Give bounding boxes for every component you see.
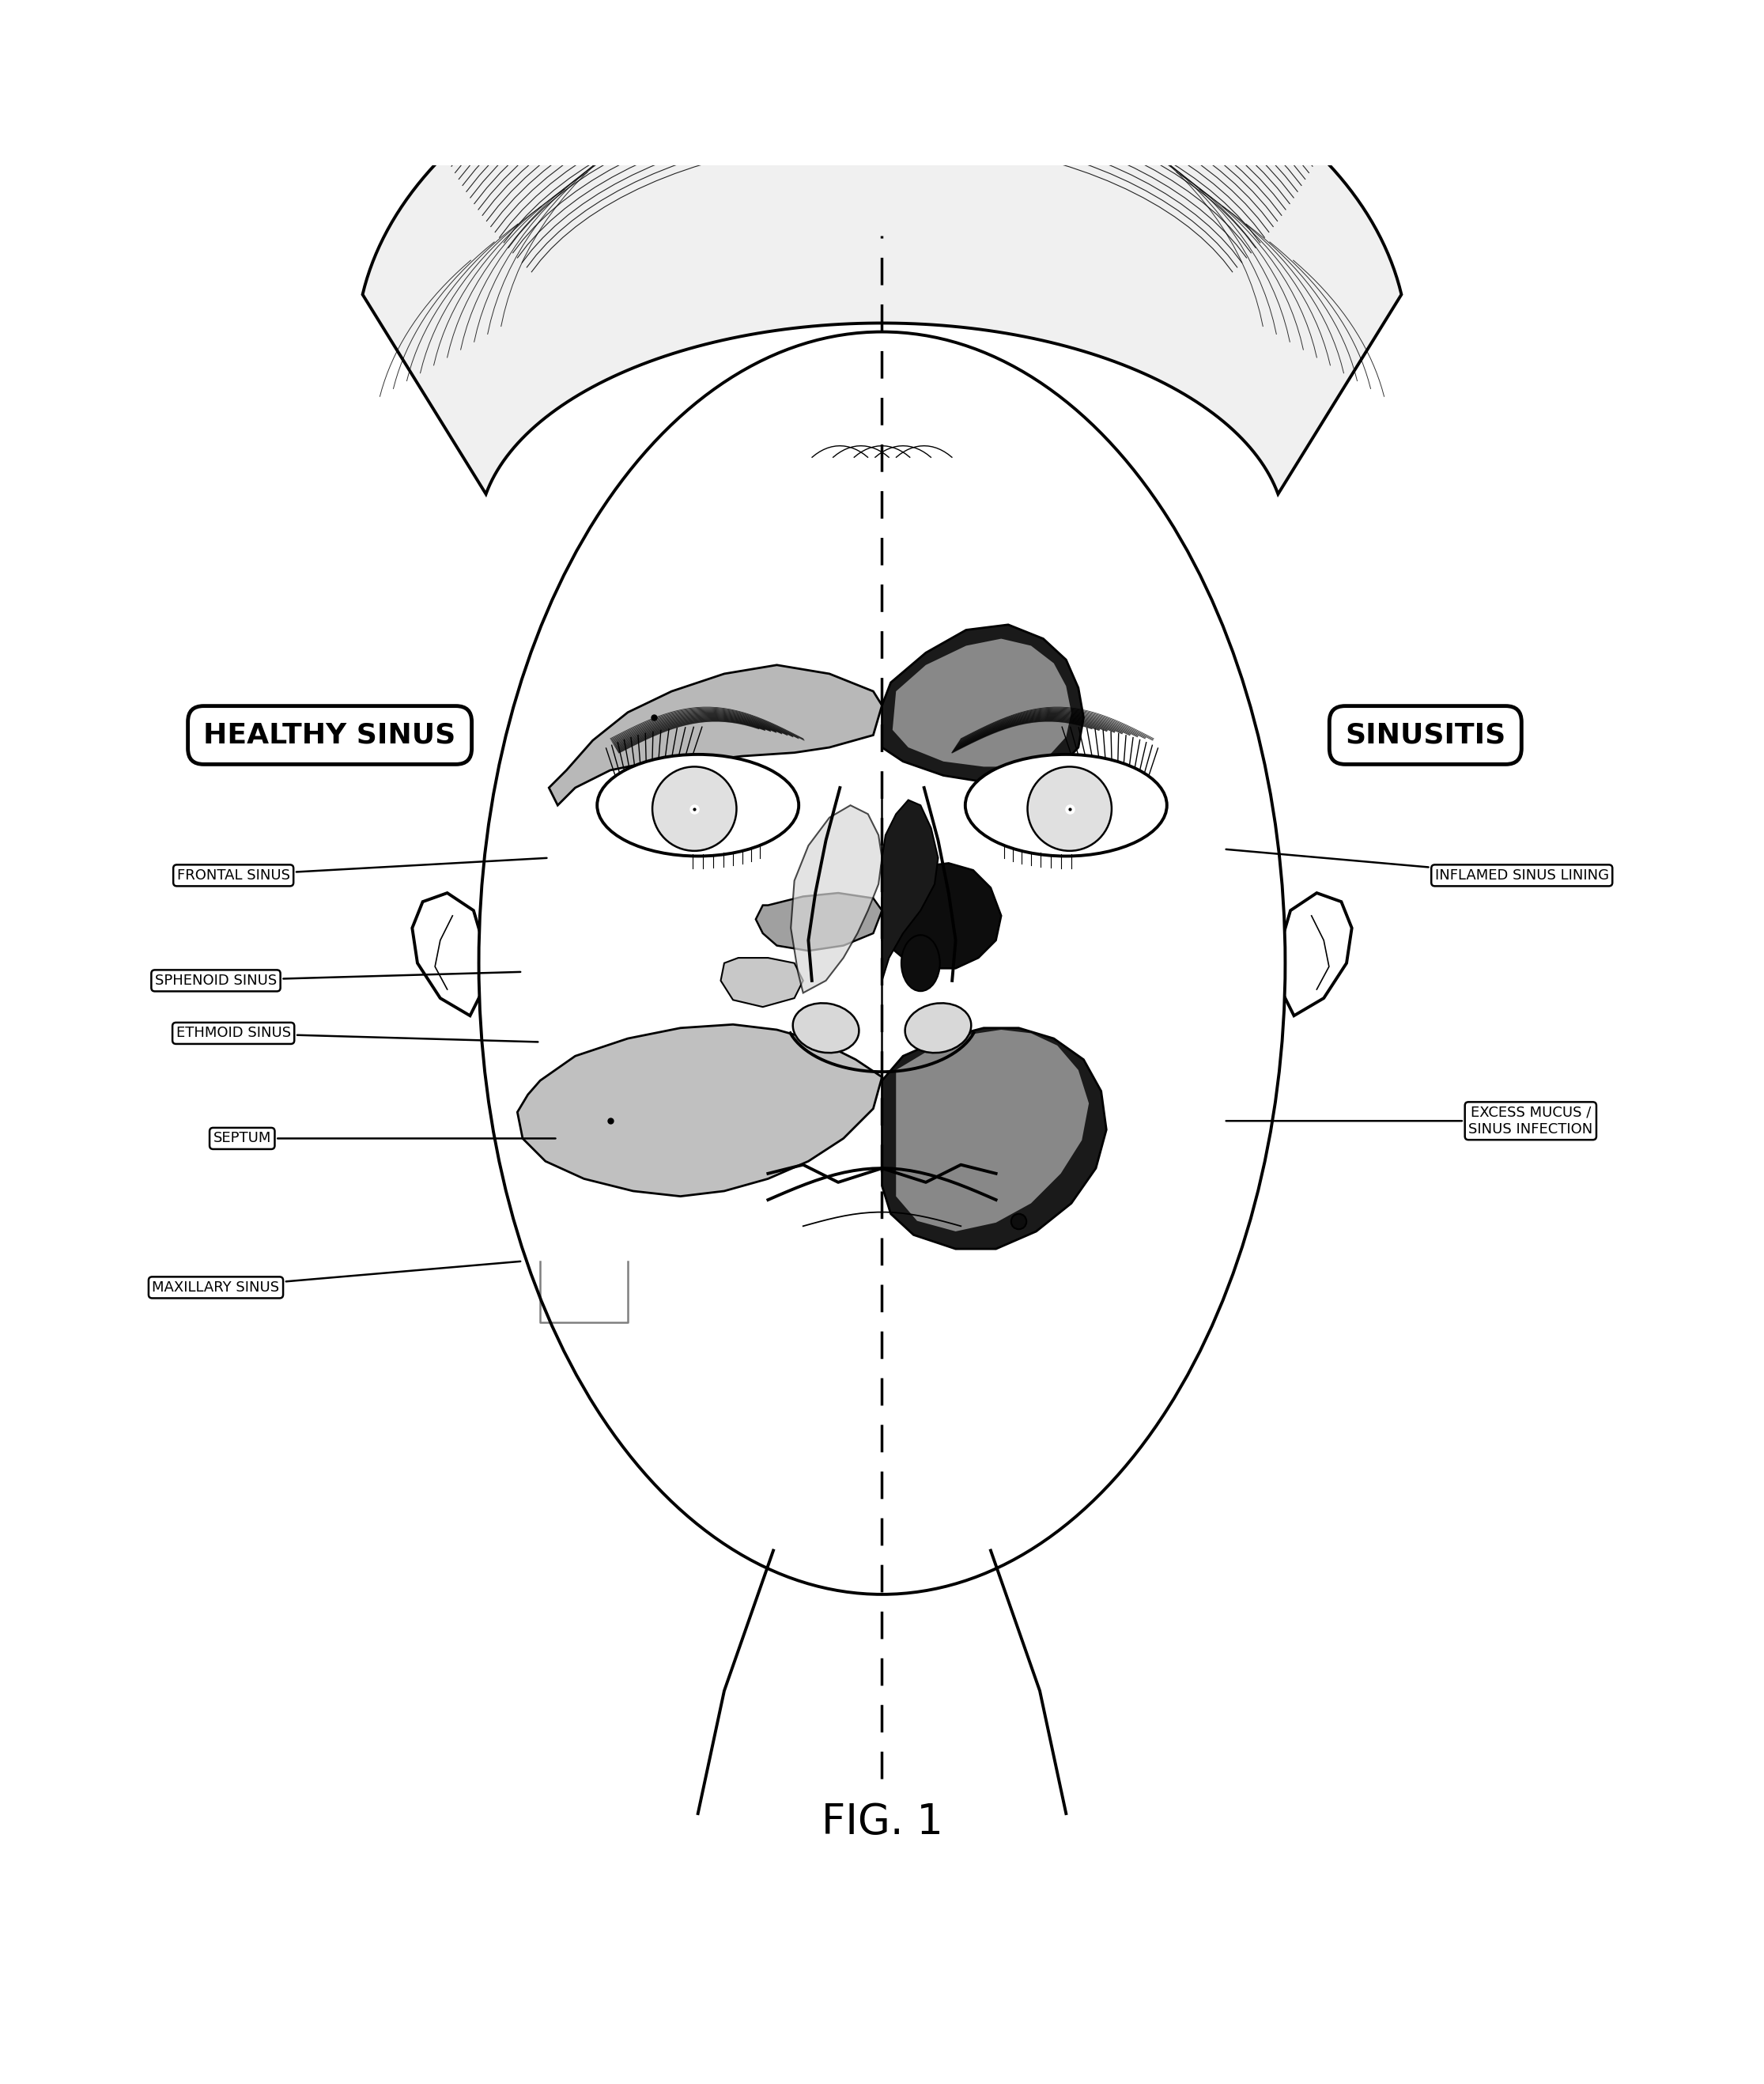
Ellipse shape [653, 767, 737, 850]
Text: FRONTAL SINUS: FRONTAL SINUS [176, 859, 547, 882]
Polygon shape [721, 959, 803, 1007]
Ellipse shape [478, 331, 1286, 1594]
Polygon shape [790, 804, 882, 992]
Polygon shape [549, 665, 882, 804]
Text: SPHENOID SINUS: SPHENOID SINUS [155, 971, 520, 988]
Polygon shape [755, 892, 882, 950]
Polygon shape [363, 0, 1401, 494]
Polygon shape [882, 800, 938, 982]
Ellipse shape [598, 754, 799, 857]
Text: INFLAMED SINUS LINING: INFLAMED SINUS LINING [1226, 850, 1609, 882]
Text: SINUSITIS: SINUSITIS [1346, 721, 1506, 748]
Polygon shape [517, 1025, 882, 1196]
Polygon shape [896, 1029, 1088, 1232]
Polygon shape [882, 625, 1083, 782]
Ellipse shape [792, 1002, 859, 1052]
Text: FIG. 1: FIG. 1 [822, 1803, 942, 1842]
Ellipse shape [965, 754, 1166, 857]
Text: SEPTUM: SEPTUM [213, 1132, 556, 1146]
Polygon shape [1277, 892, 1351, 1015]
Text: MAXILLARY SINUS: MAXILLARY SINUS [152, 1261, 520, 1294]
Polygon shape [882, 1027, 1106, 1248]
Polygon shape [882, 863, 1002, 969]
Polygon shape [413, 892, 487, 1015]
Ellipse shape [901, 936, 940, 992]
Polygon shape [893, 638, 1071, 767]
Text: ETHMOID SINUS: ETHMOID SINUS [176, 1025, 538, 1042]
Ellipse shape [905, 1002, 972, 1052]
Text: HEALTHY SINUS: HEALTHY SINUS [203, 721, 457, 748]
Ellipse shape [1027, 767, 1111, 850]
Text: EXCESS MUCUS /
SINUS INFECTION: EXCESS MUCUS / SINUS INFECTION [1226, 1107, 1593, 1136]
